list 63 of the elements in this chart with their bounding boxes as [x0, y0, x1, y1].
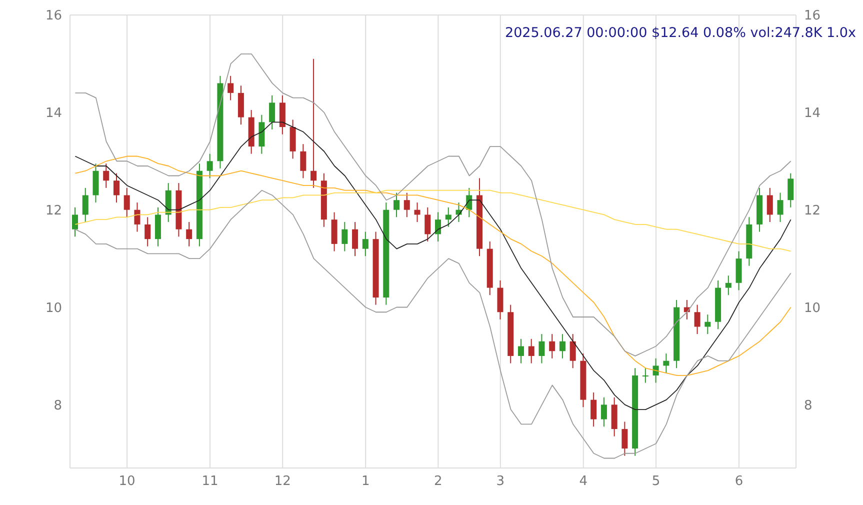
y2-tick-label: 16 [804, 8, 821, 24]
candlestick [445, 206, 452, 228]
candlestick [590, 392, 597, 428]
x-tick-label: 11 [202, 474, 218, 490]
candlestick [725, 275, 732, 296]
candlestick [538, 334, 545, 364]
y-tick-label: 12 [45, 203, 62, 218]
candlestick [144, 216, 151, 247]
candlestick [352, 222, 358, 257]
y2-tick-label: 8 [804, 398, 812, 414]
candlestick [622, 421, 628, 456]
candlestick [466, 187, 472, 218]
text: 2025.06.27 00:00:00 $12.64 0.08% vol:247.8K 1.0x [504, 25, 856, 41]
line-series [74, 156, 792, 376]
y-tick-label: 16 [45, 8, 62, 24]
x-tick-label: 6 [734, 474, 744, 490]
y-tick-label: 14 [45, 106, 62, 122]
candlestick [186, 222, 192, 247]
candlestick [766, 187, 773, 223]
candlestick [663, 353, 670, 374]
candlestick [342, 222, 348, 252]
candlestick [694, 304, 700, 335]
candlestick [777, 192, 784, 223]
y2-tick-label: 10 [804, 300, 821, 316]
candlestick [103, 163, 110, 188]
candlestick [72, 206, 78, 238]
candlestick [424, 206, 431, 242]
y-tick-label: 8 [54, 398, 62, 414]
y-tick-label: 10 [45, 300, 62, 316]
candlestick [394, 192, 400, 218]
candlestick [310, 58, 317, 188]
x-tick-label: 3 [496, 474, 505, 490]
candlestick [518, 338, 524, 364]
candlestick [414, 202, 420, 223]
candlestick [404, 192, 410, 218]
candlestick [559, 334, 566, 359]
candlestick [704, 314, 711, 335]
line-series [74, 54, 792, 356]
candlestick [113, 172, 120, 204]
candlestick [788, 172, 794, 208]
candlestick [269, 94, 276, 130]
candlestick [642, 368, 648, 384]
candlestick [206, 153, 213, 179]
y2-tick-label: 12 [804, 203, 821, 218]
candlestick [362, 231, 368, 257]
candlestick [300, 144, 306, 179]
y2-tick-label: 14 [804, 106, 821, 122]
x-tick-label: 10 [118, 474, 136, 490]
x-tick-label: 4 [579, 474, 588, 490]
candlestick [124, 187, 130, 218]
candlestick [652, 358, 659, 384]
x-tick-label: 2 [434, 474, 442, 490]
candlestick [570, 334, 576, 369]
candlestick [549, 334, 556, 359]
x-tick-label: 12 [274, 474, 291, 490]
candlestick [528, 338, 534, 364]
candlestick [228, 75, 234, 101]
candlestick [435, 212, 441, 242]
candlestick [134, 202, 140, 232]
x-tick-label: 5 [652, 474, 660, 490]
candlestick [82, 187, 88, 223]
x-tick-label: 1 [361, 474, 370, 490]
candlestick [600, 396, 607, 428]
